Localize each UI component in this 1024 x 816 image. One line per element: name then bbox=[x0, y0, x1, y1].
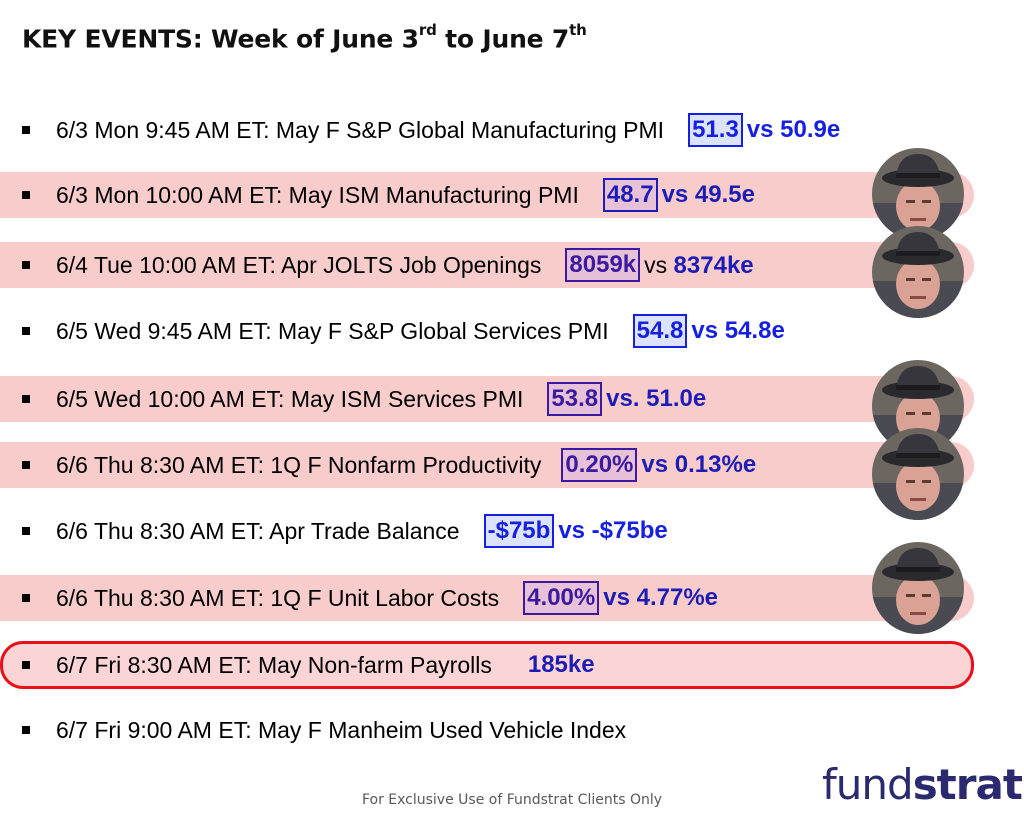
event-label: 6/4 Tue 10:00 AM ET: Apr JOLTS Job Openi… bbox=[56, 252, 542, 278]
actual-value: 53.8 bbox=[547, 382, 603, 416]
event-label: 6/6 Thu 8:30 AM ET: 1Q F Unit Labor Cost… bbox=[56, 585, 500, 611]
event-label: 6/5 Wed 10:00 AM ET: May ISM Services PM… bbox=[56, 386, 524, 412]
event-row-highlighted: 6/4 Tue 10:00 AM ET: Apr JOLTS Job Openi… bbox=[0, 240, 1024, 290]
event-row-outlined: 6/7 Fri 8:30 AM ET: May Non-farm Payroll… bbox=[0, 640, 1024, 690]
event-label: 6/3 Mon 10:00 AM ET: May ISM Manufacturi… bbox=[56, 182, 579, 208]
actual-value: 8059k bbox=[565, 248, 641, 282]
highlight-outline bbox=[0, 641, 974, 689]
bullet-icon bbox=[22, 261, 30, 269]
bullet-icon bbox=[22, 594, 30, 602]
expected-value: 185ke bbox=[527, 651, 595, 678]
actual-value: 4.00% bbox=[523, 581, 600, 615]
event-label: 6/7 Fri 9:00 AM ET: May F Manheim Used V… bbox=[56, 717, 627, 743]
highlight-band bbox=[0, 376, 974, 422]
event-row-highlighted: 6/5 Wed 10:00 AM ET: May ISM Services PM… bbox=[0, 374, 1024, 424]
footer-disclaimer: For Exclusive Use of Fundstrat Clients O… bbox=[361, 792, 663, 808]
event-row: 6/7 Fri 9:00 AM ET: May F Manheim Used V… bbox=[0, 705, 1024, 755]
actual-value: 51.3 bbox=[688, 113, 743, 147]
bullet-icon bbox=[22, 726, 30, 734]
actual-value: 0.20% bbox=[561, 448, 638, 482]
person-avatar bbox=[872, 148, 964, 240]
highlight-band bbox=[0, 442, 974, 488]
actual-value: 48.7 bbox=[602, 178, 658, 212]
actual-value: -$75b bbox=[483, 514, 555, 548]
event-row: 6/5 Wed 9:45 AM ET: May F S&P Global Ser… bbox=[0, 306, 1024, 356]
expected-value: vs 8374ke bbox=[644, 251, 754, 279]
event-label: 6/3 Mon 9:45 AM ET: May F S&P Global Man… bbox=[56, 117, 665, 143]
event-row-highlighted: 6/6 Thu 8:30 AM ET: 1Q F Nonfarm Product… bbox=[0, 440, 1024, 490]
person-avatar bbox=[872, 226, 964, 318]
event-row: 6/6 Thu 8:30 AM ET: Apr Trade Balance -$… bbox=[0, 506, 1024, 556]
page-title: KEY EVENTS: Week of June 3rd to June 7th bbox=[22, 21, 587, 54]
bullet-icon bbox=[22, 327, 30, 335]
bullet-icon bbox=[22, 191, 30, 199]
expected-value: vs -$75be bbox=[558, 517, 668, 544]
expected-value: vs 0.13%e bbox=[641, 451, 757, 478]
bullet-icon bbox=[22, 661, 30, 669]
person-avatar bbox=[872, 542, 964, 634]
highlight-band bbox=[0, 575, 974, 621]
fundstrat-logo: fundstrat bbox=[822, 760, 1023, 809]
expected-value: vs 49.5e bbox=[661, 181, 755, 208]
expected-value: vs 4.77%e bbox=[603, 584, 719, 611]
expected-value: vs. 51.0e bbox=[606, 385, 707, 412]
bullet-icon bbox=[22, 395, 30, 403]
event-row-highlighted: 6/6 Thu 8:30 AM ET: 1Q F Unit Labor Cost… bbox=[0, 573, 1024, 623]
highlight-band bbox=[0, 172, 974, 218]
actual-value: 54.8 bbox=[632, 314, 688, 348]
event-label: 6/5 Wed 9:45 AM ET: May F S&P Global Ser… bbox=[56, 318, 609, 344]
event-row: 6/3 Mon 9:45 AM ET: May F S&P Global Man… bbox=[0, 105, 1024, 155]
event-row-highlighted: 6/3 Mon 10:00 AM ET: May ISM Manufacturi… bbox=[0, 170, 1024, 220]
bullet-icon bbox=[22, 126, 30, 134]
bullet-icon bbox=[22, 527, 30, 535]
event-label: 6/7 Fri 8:30 AM ET: May Non-farm Payroll… bbox=[56, 652, 492, 678]
event-label: 6/6 Thu 8:30 AM ET: 1Q F Nonfarm Product… bbox=[56, 452, 542, 478]
person-avatar bbox=[872, 428, 964, 520]
bullet-icon bbox=[22, 461, 30, 469]
highlight-band bbox=[0, 242, 974, 288]
event-label: 6/6 Thu 8:30 AM ET: Apr Trade Balance bbox=[56, 518, 460, 544]
expected-value: vs 50.9e bbox=[746, 116, 841, 143]
expected-value: vs 54.8e bbox=[691, 317, 785, 344]
